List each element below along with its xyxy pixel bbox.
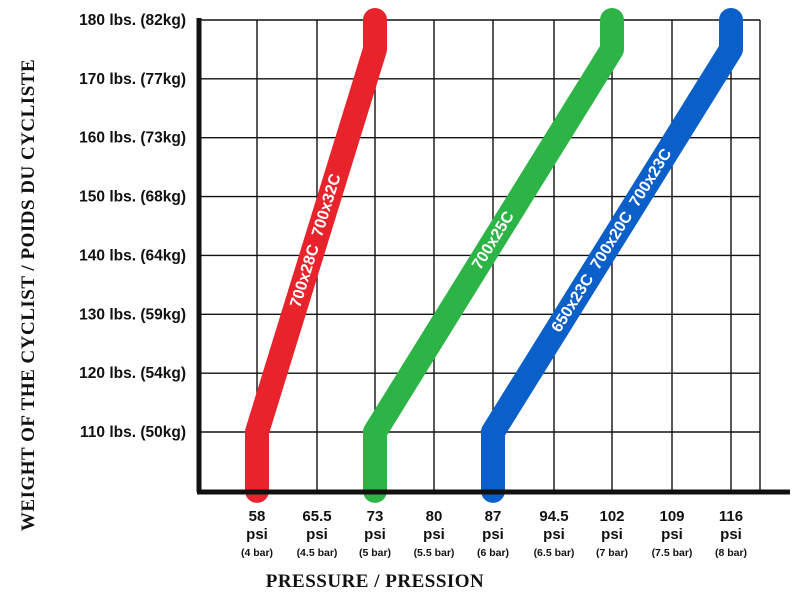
x-tick-unit: psi (720, 526, 742, 543)
pressure-band-3 (481, 8, 743, 503)
x-tick-bar: (6 bar) (477, 547, 509, 559)
y-tick-label: 130 lbs. (59kg) (79, 306, 186, 323)
x-tick-unit: psi (482, 526, 504, 543)
x-tick-bar: (8 bar) (715, 547, 747, 559)
x-tick-unit: psi (543, 526, 565, 543)
y-tick-label: 180 lbs. (82kg) (79, 12, 186, 29)
x-tick-label: 87 (485, 508, 502, 525)
y-tick-label: 140 lbs. (64kg) (79, 247, 186, 264)
x-tick-bar: (4 bar) (241, 547, 273, 559)
x-tick-bar: (5.5 bar) (414, 547, 455, 559)
x-tick-unit: psi (601, 526, 623, 543)
x-tick-label: 80 (426, 508, 443, 525)
x-tick-unit: psi (246, 526, 268, 543)
x-tick-bar: (6.5 bar) (534, 547, 575, 559)
x-tick-label: 94.5 (539, 508, 568, 525)
pressure-band-2 (363, 8, 624, 503)
x-tick-unit: psi (661, 526, 683, 543)
x-tick-bar: (7 bar) (596, 547, 628, 559)
pressure-band-1 (245, 8, 387, 503)
axes (196, 18, 790, 495)
x-tick-label: 102 (599, 508, 624, 525)
x-axis-title: PRESSURE / PRESSION (266, 571, 485, 592)
x-tick-unit: psi (423, 526, 445, 543)
x-tick-label: 65.5 (302, 508, 331, 525)
band-label-1: 700x28C 700x32C (287, 171, 344, 309)
x-tick-label: 58 (249, 508, 266, 525)
grid (198, 19, 761, 492)
y-axis-title: WEIGHT OF THE CYCLIST / POIDS DU CYCLIST… (18, 59, 39, 531)
x-tick-label: 116 (719, 508, 743, 525)
y-tick-label: 110 lbs. (50kg) (80, 424, 186, 441)
y-tick-label: 170 lbs. (77kg) (79, 71, 186, 88)
y-tick-label: 150 lbs. (68kg) (79, 189, 186, 206)
x-tick-label: 109 (659, 508, 684, 525)
y-tick-labels: 110 lbs. (50kg) 120 lbs. (54kg) 130 lbs. (… (79, 12, 186, 441)
x-tick-bar: (4.5 bar) (297, 547, 338, 559)
x-tick-unit: psi (364, 526, 386, 543)
x-tick-unit: psi (306, 526, 328, 543)
y-tick-label: 160 lbs. (73kg) (79, 130, 186, 147)
x-tick-bar: (7.5 bar) (652, 547, 693, 559)
x-tick-bar: (5 bar) (359, 547, 391, 559)
x-tick-label: 73 (367, 508, 384, 525)
y-tick-label: 120 lbs. (54kg) (79, 365, 186, 382)
